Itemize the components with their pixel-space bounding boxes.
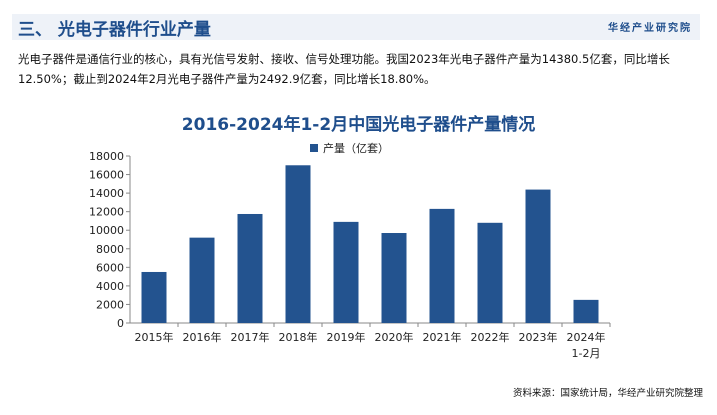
y-tick-label: 8000 (96, 243, 124, 256)
bar (333, 221, 359, 323)
header-bar: 三、 光电子器件行业产量 华经产业研究院 (12, 14, 700, 40)
x-tick-label: 2019年 (327, 330, 366, 344)
x-tick-label: 2023年 (519, 330, 558, 344)
x-tick-label: 2016年 (183, 330, 222, 344)
bar (381, 233, 407, 323)
y-tick-label: 12000 (89, 206, 124, 219)
source-note: 资料来源：国家统计局，华经产业研究院整理 (512, 388, 703, 399)
bar (429, 208, 455, 323)
bar (141, 271, 167, 323)
bar (573, 299, 599, 323)
brand-logo: 华经产业研究院 (608, 23, 692, 34)
legend: 产量（亿套） (310, 140, 389, 156)
legend-label: 产量（亿套） (323, 142, 389, 155)
x-tick-label: 1-2月 (572, 347, 601, 360)
y-tick-label: 2000 (96, 298, 124, 311)
bar (525, 189, 551, 323)
y-tick-label: 14000 (89, 187, 124, 200)
y-tick-label: 0 (117, 317, 124, 330)
x-tick-label: 2020年 (375, 330, 414, 344)
page-title: 三、 光电子器件行业产量 (18, 20, 211, 40)
intro-text: 光电子器件是通信行业的核心，具有光信号发射、接收、信号处理功能。我国2023年光… (18, 52, 670, 86)
legend-swatch (310, 144, 318, 152)
x-tick-label: 2022年 (471, 330, 510, 344)
y-tick-label: 10000 (89, 224, 124, 237)
x-tick-label: 2021年 (423, 330, 462, 344)
x-tick-label: 2017年 (231, 330, 270, 344)
y-tick-label: 6000 (96, 261, 124, 274)
y-tick-label: 18000 (89, 150, 124, 163)
bar (237, 213, 263, 323)
x-tick-label: 2024年 (567, 330, 606, 344)
chart-title: 2016-2024年1-2月中国光电子器件产量情况 (181, 115, 536, 135)
y-tick-label: 16000 (89, 169, 124, 182)
bar (477, 222, 503, 323)
bar (285, 165, 311, 323)
bar (189, 237, 215, 323)
x-tick-label: 2015年 (135, 330, 174, 344)
x-tick-label: 2018年 (279, 330, 318, 344)
y-tick-label: 4000 (96, 280, 124, 293)
